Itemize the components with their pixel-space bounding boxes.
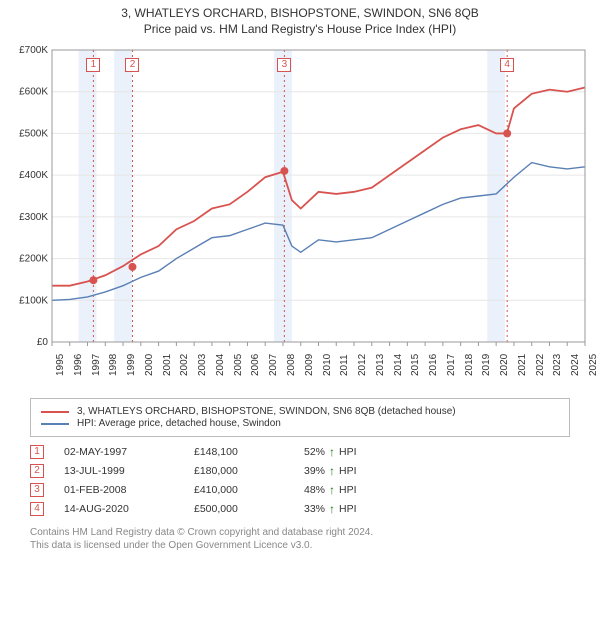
- x-tick-label: 2024: [570, 354, 581, 376]
- sale-diff: 39% ↑ HPI: [304, 464, 357, 478]
- arrow-up-icon: ↑: [329, 464, 335, 478]
- sale-marker-1: 1: [86, 58, 100, 72]
- x-tick-label: 2006: [250, 354, 261, 376]
- sale-diff: 52% ↑ HPI: [304, 445, 357, 459]
- legend-label: HPI: Average price, detached house, Swin…: [77, 418, 281, 429]
- x-tick-label: 2018: [464, 354, 475, 376]
- sale-row: 3 01-FEB-2008 £410,000 48% ↑ HPI: [30, 483, 570, 497]
- x-tick-label: 2017: [446, 354, 457, 376]
- arrow-up-icon: ↑: [329, 483, 335, 497]
- legend-label: 3, WHATLEYS ORCHARD, BISHOPSTONE, SWINDO…: [77, 406, 456, 417]
- arrow-up-icon: ↑: [329, 502, 335, 516]
- sale-row-marker: 1: [30, 445, 44, 459]
- chart: £0£100K£200K£300K£400K£500K£600K£700K 19…: [10, 42, 590, 392]
- legend-swatch: [41, 423, 69, 425]
- sales-table: 1 02-MAY-1997 £148,100 52% ↑ HPI 2 13-JUL-1999 £…: [30, 445, 570, 516]
- x-tick-label: 2019: [481, 354, 492, 376]
- sale-date: 01-FEB-2008: [64, 484, 174, 496]
- sale-marker-3: 3: [277, 58, 291, 72]
- sale-row: 4 14-AUG-2020 £500,000 33% ↑ HPI: [30, 502, 570, 516]
- x-tick-label: 2020: [499, 354, 510, 376]
- attribution-line-1: Contains HM Land Registry data © Crown c…: [30, 526, 570, 539]
- x-tick-label: 1999: [126, 354, 137, 376]
- sale-diff-suffix: HPI: [339, 446, 357, 458]
- x-tick-label: 2023: [552, 354, 563, 376]
- x-tick-label: 1998: [108, 354, 119, 376]
- arrow-up-icon: ↑: [329, 445, 335, 459]
- sale-date: 14-AUG-2020: [64, 503, 174, 515]
- sale-diff-suffix: HPI: [339, 465, 357, 477]
- sale-date: 02-MAY-1997: [64, 446, 174, 458]
- legend-swatch: [41, 411, 69, 413]
- sale-diff: 48% ↑ HPI: [304, 483, 357, 497]
- sale-diff-pct: 33%: [304, 503, 325, 515]
- sale-row-marker: 2: [30, 464, 44, 478]
- attribution-line-2: This data is licensed under the Open Gov…: [30, 539, 570, 552]
- x-tick-label: 2004: [215, 354, 226, 376]
- legend: 3, WHATLEYS ORCHARD, BISHOPSTONE, SWINDO…: [30, 398, 570, 437]
- page-subtitle: Price paid vs. HM Land Registry's House …: [10, 22, 590, 36]
- sale-price: £410,000: [194, 484, 284, 496]
- x-tick-label: 2008: [286, 354, 297, 376]
- sale-price: £500,000: [194, 503, 284, 515]
- x-axis-labels: 1995 1996 1997 1998 1999 2000 2001 2002 2003 2004…: [10, 42, 590, 392]
- x-tick-label: 2003: [197, 354, 208, 376]
- attribution: Contains HM Land Registry data © Crown c…: [30, 526, 570, 552]
- sale-diff-pct: 52%: [304, 446, 325, 458]
- x-tick-label: 2016: [428, 354, 439, 376]
- x-tick-label: 2014: [393, 354, 404, 376]
- x-tick-label: 1996: [73, 354, 84, 376]
- x-tick-label: 2012: [357, 354, 368, 376]
- page-title: 3, WHATLEYS ORCHARD, BISHOPSTONE, SWINDO…: [10, 6, 590, 20]
- sale-price: £148,100: [194, 446, 284, 458]
- x-tick-label: 1995: [55, 354, 66, 376]
- x-tick-label: 2025: [588, 354, 599, 376]
- sale-marker-2: 2: [125, 58, 139, 72]
- x-tick-label: 2015: [410, 354, 421, 376]
- x-tick-label: 2005: [233, 354, 244, 376]
- legend-item: 3, WHATLEYS ORCHARD, BISHOPSTONE, SWINDO…: [41, 406, 559, 417]
- x-tick-label: 2002: [179, 354, 190, 376]
- sale-marker-4: 4: [500, 58, 514, 72]
- sale-row: 1 02-MAY-1997 £148,100 52% ↑ HPI: [30, 445, 570, 459]
- sale-row: 2 13-JUL-1999 £180,000 39% ↑ HPI: [30, 464, 570, 478]
- x-tick-label: 2000: [144, 354, 155, 376]
- x-tick-label: 2022: [535, 354, 546, 376]
- x-tick-label: 1997: [91, 354, 102, 376]
- sale-diff: 33% ↑ HPI: [304, 502, 357, 516]
- x-tick-label: 2010: [322, 354, 333, 376]
- legend-item: HPI: Average price, detached house, Swin…: [41, 418, 559, 429]
- sale-diff-suffix: HPI: [339, 484, 357, 496]
- title-block: 3, WHATLEYS ORCHARD, BISHOPSTONE, SWINDO…: [0, 0, 600, 38]
- sale-row-marker: 4: [30, 502, 44, 516]
- x-tick-label: 2007: [268, 354, 279, 376]
- sale-diff-suffix: HPI: [339, 503, 357, 515]
- x-tick-label: 2013: [375, 354, 386, 376]
- x-tick-label: 2001: [162, 354, 173, 376]
- sale-date: 13-JUL-1999: [64, 465, 174, 477]
- sale-diff-pct: 48%: [304, 484, 325, 496]
- x-tick-label: 2011: [339, 354, 350, 376]
- x-tick-label: 2009: [304, 354, 315, 376]
- sale-price: £180,000: [194, 465, 284, 477]
- x-tick-label: 2021: [517, 354, 528, 376]
- sale-diff-pct: 39%: [304, 465, 325, 477]
- sale-row-marker: 3: [30, 483, 44, 497]
